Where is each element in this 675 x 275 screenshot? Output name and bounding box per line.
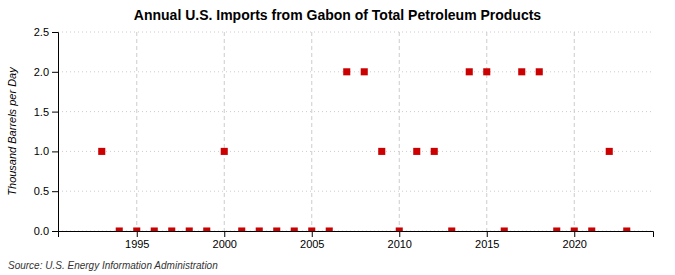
point bbox=[186, 227, 193, 231]
tick-mark bbox=[52, 231, 58, 232]
tick-label: 2005 bbox=[300, 238, 324, 250]
tick-mark bbox=[574, 231, 575, 237]
title: Annual U.S. Imports from Gabon of Total … bbox=[134, 7, 542, 23]
grid-line bbox=[58, 111, 653, 112]
tick-mark bbox=[52, 191, 58, 192]
point bbox=[396, 227, 403, 231]
grid-line bbox=[58, 71, 653, 72]
point bbox=[518, 68, 525, 75]
tick-mark bbox=[399, 231, 400, 237]
point bbox=[116, 227, 123, 231]
tick: 2010 bbox=[388, 231, 412, 250]
tick-label: 2015 bbox=[475, 238, 499, 250]
point bbox=[203, 227, 210, 231]
grid-line bbox=[399, 32, 400, 231]
tick-mark bbox=[52, 72, 58, 73]
tick: 1995 bbox=[125, 231, 149, 250]
tick-label: 0.0 bbox=[34, 225, 49, 237]
point bbox=[168, 227, 175, 231]
point bbox=[571, 227, 578, 231]
point bbox=[553, 227, 560, 231]
grid-line bbox=[486, 32, 487, 231]
grid bbox=[58, 32, 653, 231]
point bbox=[238, 227, 245, 231]
y-axis-title: Thousand Barrels per Day bbox=[6, 66, 18, 196]
point bbox=[308, 227, 315, 231]
grid-line bbox=[58, 151, 653, 152]
grid-line bbox=[574, 32, 575, 231]
tick: 2020 bbox=[563, 231, 587, 250]
tick-label: 1995 bbox=[125, 238, 149, 250]
point bbox=[588, 227, 595, 231]
point bbox=[413, 148, 420, 155]
point bbox=[256, 227, 263, 231]
tick: 2015 bbox=[475, 231, 499, 250]
tick-label: 1.0 bbox=[34, 145, 49, 157]
tick-mark bbox=[52, 112, 58, 113]
tick: 0.0 bbox=[34, 225, 58, 237]
tick-mark bbox=[52, 151, 58, 152]
tick-label: 2010 bbox=[388, 238, 412, 250]
tick-label: 2.0 bbox=[34, 66, 49, 78]
point bbox=[98, 148, 105, 155]
tick: 1.5 bbox=[34, 106, 58, 118]
grid-line bbox=[224, 32, 225, 231]
tick-mark bbox=[224, 231, 225, 237]
grid-line bbox=[136, 32, 137, 231]
axis-line bbox=[52, 33, 59, 232]
tick-mark bbox=[487, 231, 488, 237]
tick: 2005 bbox=[300, 231, 324, 250]
plot-area: 1995 2000 2005 2010 2015 2020 0.0 0.5 1.0 1.5 2.0 2… bbox=[34, 26, 654, 250]
tick-mark bbox=[52, 32, 58, 33]
tick: 2000 bbox=[213, 231, 237, 250]
tick-label: 1.5 bbox=[34, 106, 49, 118]
x-axis: 1995 2000 2005 2010 2015 2020 bbox=[59, 231, 654, 250]
tick-mark bbox=[137, 231, 138, 237]
point bbox=[361, 68, 368, 75]
tick-mark bbox=[312, 231, 313, 237]
tick: 2.5 bbox=[34, 26, 58, 38]
point bbox=[536, 68, 543, 75]
tick-label: 0.5 bbox=[34, 185, 49, 197]
point bbox=[326, 227, 333, 231]
grid-line bbox=[58, 32, 653, 33]
point bbox=[221, 148, 228, 155]
point bbox=[291, 227, 298, 231]
point bbox=[378, 148, 385, 155]
tick: 0.5 bbox=[34, 185, 58, 197]
point bbox=[431, 148, 438, 155]
grid-line bbox=[58, 191, 653, 192]
point bbox=[623, 227, 630, 231]
point bbox=[466, 68, 473, 75]
tick-label: 2020 bbox=[563, 238, 587, 250]
point bbox=[448, 227, 455, 231]
tick: 1.0 bbox=[34, 145, 58, 157]
chart: 1995 2000 2005 2010 2015 2020 0.0 0.5 1.0 1.5 2.0 2… bbox=[0, 0, 675, 275]
point bbox=[343, 68, 350, 75]
points bbox=[98, 68, 630, 231]
tick: 2.0 bbox=[34, 66, 58, 78]
y-axis: 0.0 0.5 1.0 1.5 2.0 2.5 bbox=[34, 26, 59, 237]
grid-line bbox=[311, 32, 312, 231]
point bbox=[483, 68, 490, 75]
tick-label: 2.5 bbox=[34, 26, 49, 38]
point bbox=[273, 227, 280, 231]
point bbox=[151, 227, 158, 231]
tick-label: 2000 bbox=[213, 238, 237, 250]
source-note: Source: U.S. Energy Information Administ… bbox=[8, 260, 218, 271]
point bbox=[133, 227, 140, 231]
point bbox=[501, 227, 508, 231]
point bbox=[606, 148, 613, 155]
axis-line bbox=[59, 232, 654, 238]
